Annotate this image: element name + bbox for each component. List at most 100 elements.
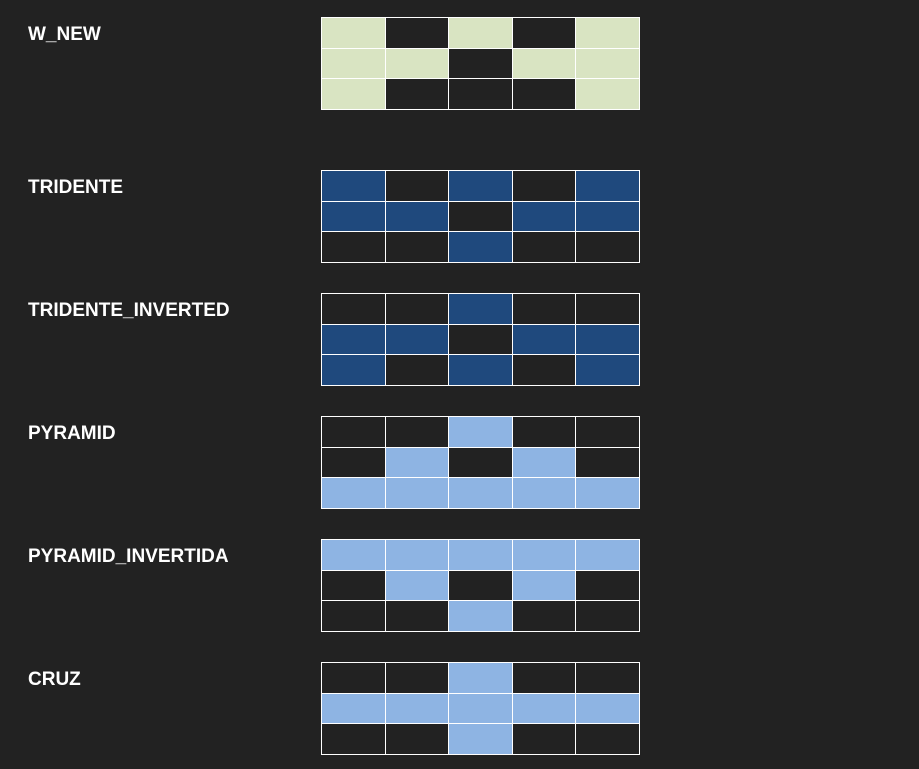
grid-cell-empty (385, 79, 449, 109)
grid-cell-filled (576, 478, 639, 508)
grid-cell-empty (512, 355, 576, 385)
grid-cell-empty (385, 601, 449, 631)
grid-cell-filled (322, 171, 385, 201)
grid-cell-filled (576, 201, 639, 232)
grid-cell-empty (512, 232, 576, 262)
grid-cell-empty (576, 724, 639, 754)
grid-cell-filled (576, 79, 639, 109)
pattern-grid (321, 170, 640, 263)
grid-cell-filled (576, 171, 639, 201)
grid-cell-filled (449, 232, 512, 262)
grid-cell-empty (322, 447, 385, 478)
grid-cell-filled (576, 48, 639, 79)
grid-cell-empty (322, 663, 385, 693)
grid-cell-filled (449, 355, 512, 385)
grid-cell-filled (576, 540, 639, 570)
grid-cell-empty (322, 294, 385, 324)
grid-cell-filled (512, 201, 576, 232)
grid-cell-filled (385, 540, 449, 570)
grid-cell-filled (576, 324, 639, 355)
grid-cell-filled (385, 478, 449, 508)
grid-cell-empty (512, 18, 576, 48)
grid-cell-filled (576, 693, 639, 724)
grid-cell-empty (512, 663, 576, 693)
grid-cell-empty (576, 417, 639, 447)
pattern-label: CRUZ (28, 669, 81, 690)
grid-cell-filled (512, 324, 576, 355)
grid-cell-empty (576, 663, 639, 693)
grid-cell-filled (576, 355, 639, 385)
grid-cell-empty (385, 663, 449, 693)
pattern-grid (321, 293, 640, 386)
grid-cell-empty (385, 232, 449, 262)
grid-cell-empty (576, 447, 639, 478)
grid-cell-empty (512, 417, 576, 447)
grid-cell-filled (322, 79, 385, 109)
grid-cell-empty (449, 48, 512, 79)
grid-cell-filled (322, 18, 385, 48)
grid-cell-filled (512, 447, 576, 478)
grid-cell-empty (385, 724, 449, 754)
grid-cell-filled (322, 48, 385, 79)
grid-cell-filled (322, 693, 385, 724)
grid-cell-filled (449, 663, 512, 693)
grid-cell-filled (322, 478, 385, 508)
grid-cell-empty (385, 171, 449, 201)
grid-cell-filled (449, 294, 512, 324)
grid-cell-filled (322, 201, 385, 232)
pattern-grid (321, 416, 640, 509)
grid-cell-empty (449, 570, 512, 601)
grid-cell-filled (512, 570, 576, 601)
pattern-label: W_NEW (28, 24, 101, 45)
grid-cell-empty (576, 232, 639, 262)
grid-cell-empty (449, 79, 512, 109)
grid-cell-filled (512, 693, 576, 724)
grid-cell-empty (385, 355, 449, 385)
grid-cell-filled (385, 570, 449, 601)
grid-cell-empty (322, 417, 385, 447)
grid-cell-filled (512, 540, 576, 570)
grid-cell-empty (512, 601, 576, 631)
grid-cell-filled (385, 693, 449, 724)
grid-cell-filled (576, 18, 639, 48)
grid-cell-empty (385, 417, 449, 447)
grid-cell-empty (449, 201, 512, 232)
grid-cell-filled (512, 478, 576, 508)
pattern-label: PYRAMID_INVERTIDA (28, 546, 229, 567)
grid-cell-filled (449, 601, 512, 631)
grid-cell-filled (385, 324, 449, 355)
grid-cell-filled (449, 18, 512, 48)
grid-cell-filled (322, 355, 385, 385)
grid-cell-empty (385, 294, 449, 324)
pattern-grid (321, 662, 640, 755)
grid-cell-filled (449, 478, 512, 508)
grid-cell-filled (385, 447, 449, 478)
grid-cell-empty (512, 171, 576, 201)
grid-cell-filled (322, 540, 385, 570)
pattern-grid (321, 539, 640, 632)
grid-cell-filled (449, 417, 512, 447)
grid-cell-empty (322, 601, 385, 631)
pattern-grid (321, 17, 640, 110)
grid-cell-empty (512, 294, 576, 324)
grid-cell-empty (322, 724, 385, 754)
grid-cell-filled (512, 48, 576, 79)
grid-cell-empty (449, 447, 512, 478)
grid-cell-filled (449, 724, 512, 754)
grid-cell-filled (322, 324, 385, 355)
pattern-label: PYRAMID (28, 423, 116, 444)
grid-cell-filled (385, 48, 449, 79)
grid-cell-empty (576, 294, 639, 324)
grid-cell-empty (385, 18, 449, 48)
grid-cell-empty (322, 232, 385, 262)
grid-cell-empty (576, 601, 639, 631)
grid-cell-empty (512, 724, 576, 754)
grid-cell-filled (449, 693, 512, 724)
grid-cell-empty (322, 570, 385, 601)
grid-cell-empty (449, 324, 512, 355)
grid-cell-filled (449, 540, 512, 570)
pattern-label: TRIDENTE (28, 177, 123, 198)
grid-cell-empty (576, 570, 639, 601)
pattern-label: TRIDENTE_INVERTED (28, 300, 230, 321)
grid-cell-empty (512, 79, 576, 109)
